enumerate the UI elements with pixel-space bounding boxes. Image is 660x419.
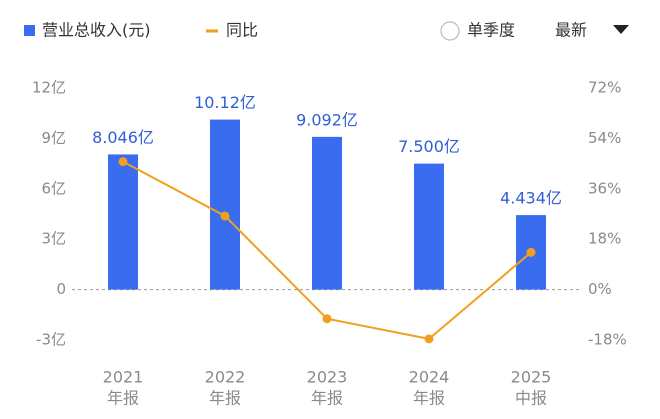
point	[526, 247, 536, 257]
period-label[interactable]: 单季度	[467, 21, 515, 40]
point	[118, 157, 128, 167]
dropdown-arrow[interactable]	[613, 25, 629, 34]
bar	[210, 119, 240, 290]
sort-label[interactable]: 最新	[555, 21, 587, 40]
value-label: 9.092亿	[296, 110, 358, 129]
point	[322, 314, 332, 324]
x-tick-label: 2024	[409, 368, 450, 387]
bar	[108, 154, 138, 290]
sort-dropdown[interactable]: 最新	[555, 21, 629, 40]
x-tick-label: 年报	[107, 389, 139, 408]
legend-label: 同比	[226, 21, 258, 40]
y-tick-label: 9亿	[41, 129, 66, 147]
value-label: 4.434亿	[500, 189, 562, 208]
x-tick-label: 2021	[103, 368, 144, 387]
radio[interactable]	[440, 21, 460, 41]
y-tick-label: 6亿	[41, 179, 66, 197]
y2-tick-label: 72%	[588, 79, 621, 97]
x-tick-label: 年报	[209, 389, 241, 408]
y-tick-label: 0	[56, 280, 66, 298]
legend-label: 营业总收入(元)	[42, 21, 151, 40]
y2-tick-label: 0%	[588, 280, 612, 298]
bar	[414, 163, 444, 290]
legend-swatch	[24, 25, 35, 36]
x-tick-label: 年报	[413, 389, 445, 408]
y2-tick-label: 54%	[588, 129, 621, 147]
y2-tick-label: 36%	[588, 179, 621, 197]
point	[424, 334, 434, 344]
value-label: 7.500亿	[398, 137, 460, 156]
point	[220, 211, 230, 221]
y-tick-label: -3亿	[36, 331, 66, 349]
x-tick-label: 中报	[515, 389, 547, 408]
value-label: 8.046亿	[92, 128, 154, 147]
bar	[312, 136, 342, 290]
x-tick-label: 2025	[511, 368, 552, 387]
y2-tick-label: -18%	[588, 331, 627, 349]
y2-tick-label: 18%	[588, 230, 621, 248]
y-tick-label: 3亿	[41, 230, 66, 248]
x-tick-label: 年报	[311, 389, 343, 408]
period-toggle[interactable]: 单季度	[440, 21, 515, 41]
x-tick-label: 2022	[205, 368, 246, 387]
value-label: 10.12亿	[194, 93, 256, 112]
x-tick-label: 2023	[307, 368, 348, 387]
y-tick-label: 12亿	[32, 79, 66, 97]
